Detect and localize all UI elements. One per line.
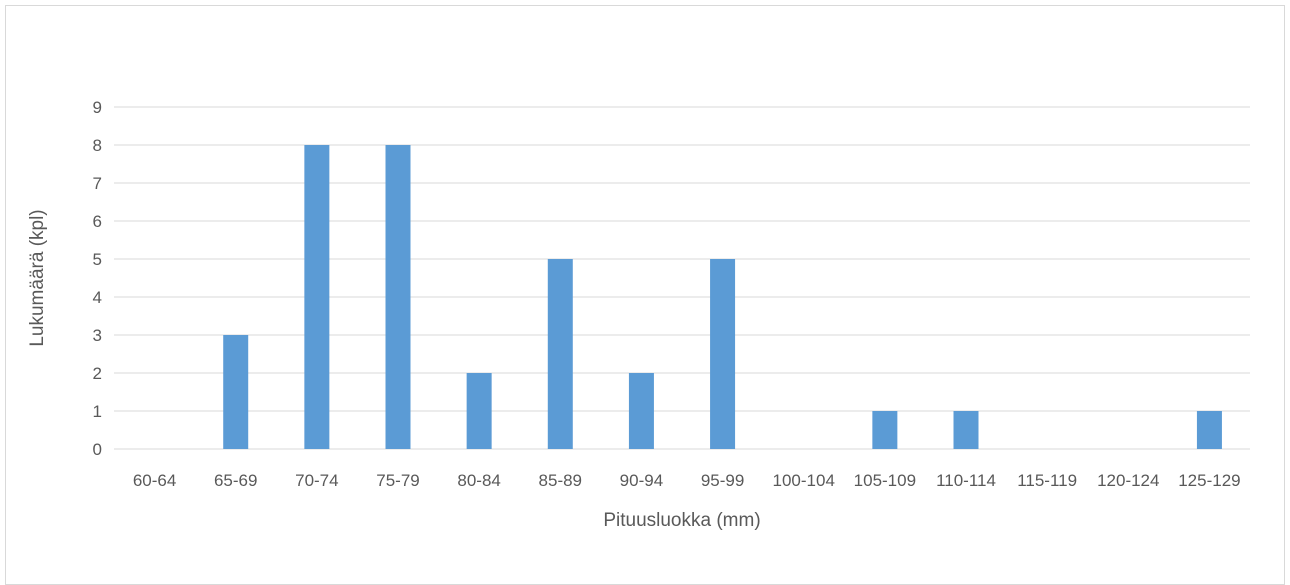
x-tick-label: 80-84	[457, 471, 500, 490]
bar-125-129	[1196, 411, 1222, 449]
x-tick-label: 60-64	[133, 471, 176, 490]
y-tick-label: 0	[93, 440, 102, 459]
x-tick-label: 100-104	[773, 471, 835, 490]
bar-chart: 0 1 2 3 4 5 6 7 8 9 60-64 65-69 70-74 75-79 80-84 85-8…	[27, 98, 1250, 531]
x-tick-label: 105-109	[854, 471, 916, 490]
y-tick-label: 7	[93, 174, 102, 193]
bar-95-99	[710, 259, 736, 449]
x-tick-label: 110-114	[936, 471, 996, 490]
bar-80-84	[466, 373, 492, 449]
x-axis-tick-labels: 60-64 65-69 70-74 75-79 80-84 85-89 90-94 95-99…	[133, 471, 1241, 490]
bar-85-89	[547, 259, 573, 449]
bar-90-94	[628, 373, 654, 449]
bar-110-114	[953, 411, 979, 449]
bar-105-109	[872, 411, 898, 449]
x-tick-label: 70-74	[295, 471, 338, 490]
y-tick-label: 8	[93, 136, 102, 155]
bar-70-74	[304, 145, 330, 449]
bars	[223, 145, 1222, 449]
y-tick-label: 5	[93, 250, 102, 269]
x-tick-label: 65-69	[214, 471, 257, 490]
chart-frame	[5, 5, 1285, 585]
y-tick-label: 4	[93, 288, 102, 307]
x-tick-label: 120-124	[1097, 471, 1159, 490]
bar-75-79	[385, 145, 411, 449]
x-tick-label: 85-89	[539, 471, 582, 490]
x-tick-label: 75-79	[376, 471, 419, 490]
y-tick-label: 9	[93, 98, 102, 117]
y-tick-label: 3	[93, 326, 102, 345]
y-tick-label: 2	[93, 364, 102, 383]
x-tick-label: 90-94	[620, 471, 663, 490]
y-tick-label: 6	[93, 212, 102, 231]
y-axis-title: Lukumäärä (kpl)	[27, 209, 48, 346]
x-tick-label: 95-99	[701, 471, 744, 490]
x-tick-label: 115-119	[1017, 471, 1077, 490]
bar-65-69	[223, 335, 249, 449]
x-tick-label: 125-129	[1178, 471, 1240, 490]
y-tick-label: 1	[93, 402, 102, 421]
y-axis-tick-labels: 0 1 2 3 4 5 6 7 8 9	[93, 98, 102, 459]
x-axis-title: Pituusluokka (mm)	[603, 510, 760, 531]
gridlines	[114, 106, 1250, 450]
